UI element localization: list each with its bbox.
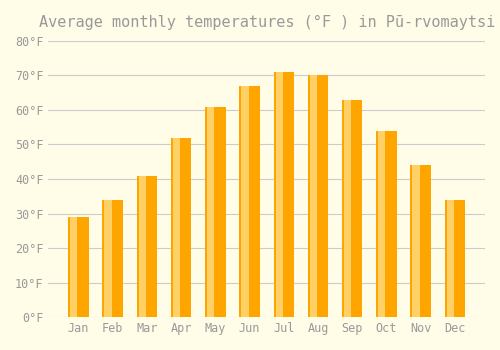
Bar (444, 200, 465, 317)
Bar (410, 165, 431, 317)
Bar (310, 76, 317, 317)
Bar (68, 217, 88, 317)
Bar (205, 106, 226, 317)
Bar (446, 200, 454, 317)
Bar (344, 100, 351, 317)
Bar (276, 72, 283, 317)
Bar (376, 131, 396, 317)
Bar (342, 100, 362, 317)
Bar (138, 176, 146, 317)
Bar (136, 176, 157, 317)
Title: Average monthly temperatures (°F ) in Pū-rvomaytsi: Average monthly temperatures (°F ) in Pū… (38, 15, 495, 30)
Bar (308, 76, 328, 317)
Bar (102, 200, 123, 317)
Bar (242, 86, 248, 317)
Bar (70, 217, 78, 317)
Bar (274, 72, 294, 317)
Bar (171, 138, 192, 317)
Bar (173, 138, 180, 317)
Bar (207, 106, 214, 317)
Bar (378, 131, 386, 317)
Bar (104, 200, 112, 317)
Bar (240, 86, 260, 317)
Bar (412, 165, 420, 317)
